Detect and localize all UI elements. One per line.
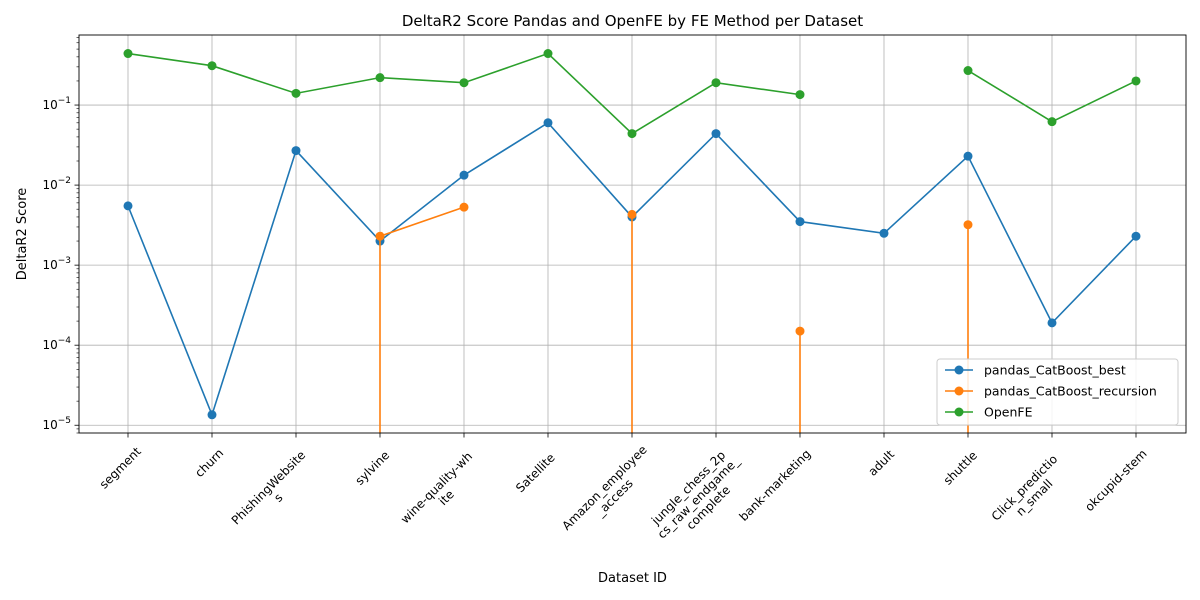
data-point <box>459 170 469 180</box>
y-tick-label: 10−4 <box>42 336 71 352</box>
legend-swatch-marker <box>954 407 964 417</box>
data-point <box>1047 318 1057 328</box>
data-point <box>207 410 217 420</box>
series-line <box>379 206 465 237</box>
legend-swatch-marker <box>954 386 964 396</box>
data-point <box>543 118 553 128</box>
data-point <box>123 49 133 59</box>
y-tick-label: 10−1 <box>42 96 71 112</box>
data-point <box>375 231 385 241</box>
legend-label: OpenFE <box>984 405 1033 420</box>
y-tick-label: 10−2 <box>42 176 71 192</box>
axes-frame <box>78 34 1187 434</box>
data-point <box>627 209 637 219</box>
data-point <box>375 73 385 83</box>
y-tick-label: 10−5 <box>42 416 71 432</box>
data-point <box>963 151 973 161</box>
data-point <box>459 78 469 88</box>
data-point <box>543 49 553 59</box>
data-point <box>795 90 805 100</box>
data-point <box>459 202 469 212</box>
data-point <box>711 78 721 88</box>
y-tick-label: 10−3 <box>42 256 71 272</box>
data-point <box>963 66 973 76</box>
data-point <box>963 220 973 230</box>
data-point <box>1131 76 1141 86</box>
y-axis-label: DeltaR2 Score <box>15 188 30 281</box>
data-point <box>711 129 721 139</box>
data-point <box>1131 231 1141 241</box>
data-point <box>795 326 805 336</box>
x-axis-label: Dataset ID <box>598 571 667 586</box>
data-point <box>795 217 805 227</box>
data-point <box>627 129 637 139</box>
y-axis: 10−5 10−4 10−3 10−2 10−1 <box>42 96 79 432</box>
data-point <box>1047 117 1057 127</box>
data-point <box>879 228 889 238</box>
legend-swatch-marker <box>954 365 964 375</box>
series-OpenFE <box>123 49 1141 139</box>
data-point <box>123 201 133 211</box>
data-point <box>291 146 301 156</box>
data-point <box>207 61 217 71</box>
legend: pandas_CatBoost_best pandas_CatBoost_recu… <box>936 358 1179 426</box>
data-point <box>291 88 301 98</box>
legend-label: pandas_CatBoost_recursion <box>984 384 1157 399</box>
legend-box <box>936 358 1179 426</box>
chart-title: DeltaR2 Score Pandas and OpenFE by FE Me… <box>402 12 863 30</box>
legend-label: pandas_CatBoost_best <box>984 363 1126 378</box>
